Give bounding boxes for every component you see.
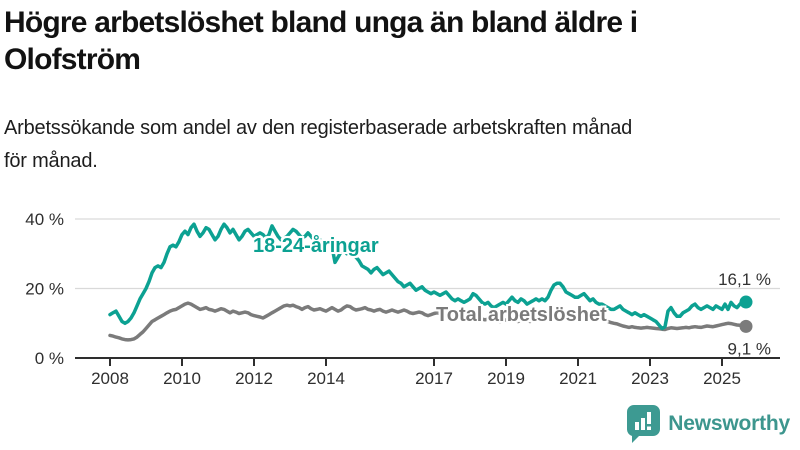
series-label-youth: 18-24-åringar	[253, 235, 379, 257]
newsworthy-logo-text: Newsworthy	[668, 412, 790, 435]
page-title-line-1: Högre arbetslöshet bland unga än bland ä…	[4, 6, 638, 39]
series-line-1	[108, 222, 748, 331]
newsworthy-logo[interactable]: Newsworthy	[627, 405, 790, 443]
series-label-total: Total arbetslöshet	[436, 304, 607, 326]
y-axis-tick-label: 40 %	[25, 210, 64, 229]
chart-subtitle-line-1: Arbetssökande som andel av den registerb…	[4, 117, 633, 139]
x-axis-tick-label: 2023	[631, 369, 669, 388]
x-axis-tick-label: 2017	[415, 369, 453, 388]
x-axis-tick-label: 2008	[91, 369, 129, 388]
x-axis-tick-label: 2014	[307, 369, 345, 388]
chart-subtitle-line-2: för månad.	[4, 150, 98, 172]
x-axis-tick-label: 2019	[487, 369, 525, 388]
series-end-dot-0	[739, 319, 753, 333]
series-end-dot-1	[739, 295, 753, 309]
series-end-value-label-1: 16,1 %	[718, 270, 771, 289]
chart-subtitle: Arbetssökande som andel av den registerb…	[4, 112, 632, 178]
page-title-line-2: Olofström	[4, 43, 141, 76]
series-end-value-label-0: 9,1 %	[728, 339, 771, 358]
x-axis-tick-label: 2021	[559, 369, 597, 388]
y-axis-tick-label: 20 %	[25, 280, 64, 299]
page-title: Högre arbetslöshet bland unga än bland ä…	[4, 4, 638, 78]
newsworthy-logo-icon	[627, 405, 661, 443]
series-line-0	[108, 301, 748, 342]
x-axis-tick-label: 2025	[703, 369, 741, 388]
x-axis-tick-label: 2012	[235, 369, 273, 388]
y-axis-tick-label: 0 %	[35, 349, 64, 368]
x-axis-tick-label: 2010	[163, 369, 201, 388]
